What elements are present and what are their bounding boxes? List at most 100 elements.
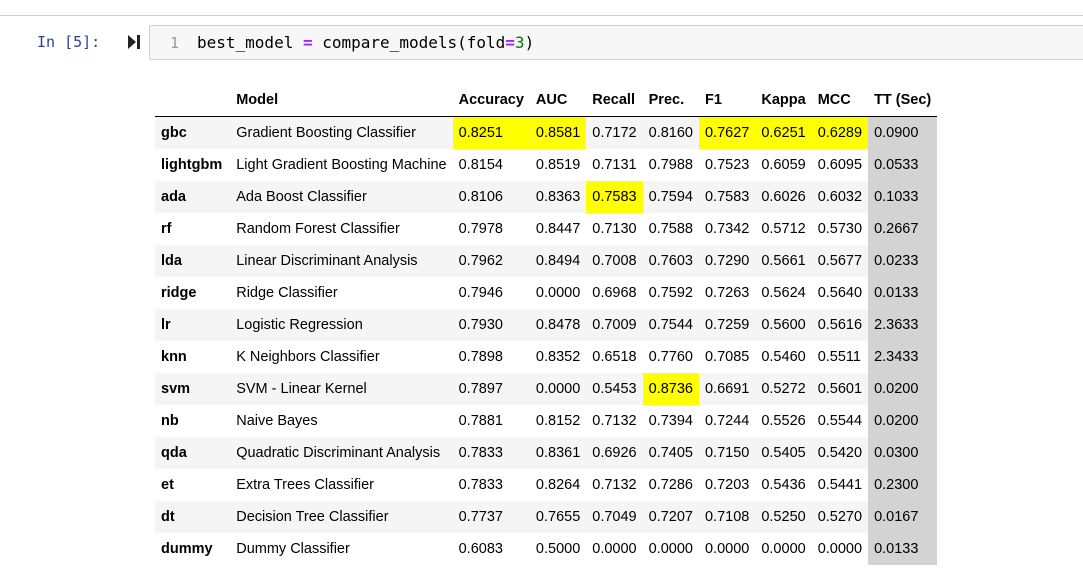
model-name-cell: Ada Boost Classifier [230,181,453,213]
table-row: nb Naive Bayes 0.7881 0.8152 0.7132 0.7394 0.7… [155,405,938,437]
metric-cell: 0.5544 [817,413,863,429]
header-model: Model [230,84,453,117]
tt-cell: 2.3633 [868,309,938,341]
tt-cell: 0.0300 [868,437,938,469]
metric-cell: 0.7978 [458,221,503,237]
header-mcc: MCC [811,84,869,117]
tt-cell: 0.2300 [868,469,938,501]
tt-cell: 0.0133 [868,533,938,565]
run-cell-icon[interactable] [128,35,140,49]
tt-cell: 0.0200 [868,405,938,437]
metric-cell: 0.7655 [529,501,587,533]
metric-cell: 0.7988 [648,157,693,173]
metric-cell: 0.8447 [535,221,581,237]
header-accuracy: Accuracy [452,84,530,117]
model-name-cell: Random Forest Classifier [236,221,400,237]
tt-cell: 0.0533 [868,149,938,181]
metric-cell: 0.7263 [704,285,750,301]
metric-cell: 0.7962 [452,245,530,277]
metric-cell: 0.5511 [817,349,861,365]
metric-cell: 0.7207 [642,501,699,533]
metric-cell: 0.7930 [452,309,530,341]
table-row: gbc Gradient Boosting Classifier 0.8251 0.8… [155,116,938,149]
code-assign-operator: = [302,33,313,52]
metric-cell: 0.0000 [704,541,750,557]
metric-cell: 0.6032 [811,181,869,213]
cell-separator [0,15,1083,16]
metric-cell: 0.7085 [704,349,750,365]
model-name-cell: Ridge Classifier [236,285,338,301]
table-row: dummy Dummy Classifier 0.6083 0.5000 0.0000 0… [155,533,938,565]
metric-cell: 0.6926 [586,437,643,469]
metric-cell: 0.8160 [642,116,699,149]
metric-cell: 0.7603 [642,245,699,277]
header-auc: AUC [529,84,587,117]
metric-cell: 0.5436 [761,477,806,493]
metric-cell: 0.7008 [586,245,643,277]
metric-cell: 0.7588 [648,221,693,237]
metric-cell: 0.5460 [761,349,806,365]
metric-cell: 0.7897 [452,373,530,405]
table-row: lightgbm Light Gradient Boosting Machine 0… [155,149,938,181]
metric-cell: 0.7150 [698,437,756,469]
model-name-cell: Naive Bayes [236,413,318,429]
table-row: et Extra Trees Classifier 0.7833 0.8264 0.71… [155,469,938,501]
header-index [155,84,231,117]
metric-cell: 0.5526 [761,413,806,429]
metric-cell: 0.5677 [811,245,869,277]
row-index-label: svm [155,373,231,405]
model-name-cell: Extra Trees Classifier [236,477,375,493]
table-row: svm SVM - Linear Kernel 0.7897 0.0000 0.5453… [155,373,938,405]
header-tt-sec: TT (Sec) [868,84,938,117]
metric-cell: 0.8154 [458,157,503,173]
metric-cell: 0.7881 [458,413,503,429]
code-call: compare_models(fold [322,33,506,52]
row-index-label: lda [155,245,231,277]
metric-cell: 0.8361 [529,437,587,469]
tt-cell: 0.0900 [868,116,938,149]
metric-cell: 0.7760 [648,349,693,365]
model-name-cell: Quadratic Discriminant Analysis [230,437,453,469]
metric-cell: 0.5616 [811,309,869,341]
table-header-row: Model Accuracy AUC Recall Prec. F1 Kappa… [155,84,938,117]
metric-cell: 0.6289 [811,116,869,149]
row-index-label: dt [155,501,231,533]
code-line[interactable]: best_model = compare_models(fold=3) [197,33,534,52]
code-input-area[interactable]: 1 best_model = compare_models(fold=3) [149,25,1083,60]
metric-cell: 0.7203 [704,477,750,493]
metric-cell: 0.7592 [648,285,693,301]
tt-cell: 2.3433 [868,341,938,373]
metric-cell: 0.0000 [761,541,806,557]
metric-cell: 0.0000 [648,541,693,557]
metric-cell: 0.7594 [642,181,699,213]
header-precision: Prec. [642,84,699,117]
metric-cell: 0.8494 [529,245,587,277]
metric-cell: 0.0000 [817,541,863,557]
row-index-label: knn [161,349,187,365]
metric-cell: 0.8736 [642,373,699,405]
model-name-cell: Linear Discriminant Analysis [230,245,453,277]
metric-cell: 0.7286 [648,477,693,493]
tt-cell: 0.2667 [868,213,938,245]
metric-cell: 0.8581 [529,116,587,149]
metric-cell: 0.5600 [755,309,812,341]
metric-cell: 0.0000 [592,541,637,557]
row-index-label: qda [155,437,231,469]
header-kappa: Kappa [755,84,812,117]
metric-cell: 0.7946 [458,285,503,301]
metric-cell: 0.7108 [698,501,756,533]
metric-cell: 0.7132 [592,477,637,493]
code-number: 3 [514,33,525,52]
metric-cell: 0.5624 [761,285,806,301]
table-row: qda Quadratic Discriminant Analysis 0.7833… [155,437,938,469]
table-row: ridge Ridge Classifier 0.7946 0.0000 0.6968 0… [155,277,938,309]
metric-cell: 0.7244 [704,413,750,429]
header-recall: Recall [586,84,643,117]
metric-cell: 0.0000 [529,373,587,405]
table-body: gbc Gradient Boosting Classifier 0.8251 0.8… [155,116,938,565]
tt-cell: 0.0200 [868,373,938,405]
metric-cell: 0.7583 [586,181,643,213]
metric-cell: 0.7172 [586,116,643,149]
model-name-cell: Dummy Classifier [236,541,350,557]
metric-cell: 0.6083 [458,541,503,557]
